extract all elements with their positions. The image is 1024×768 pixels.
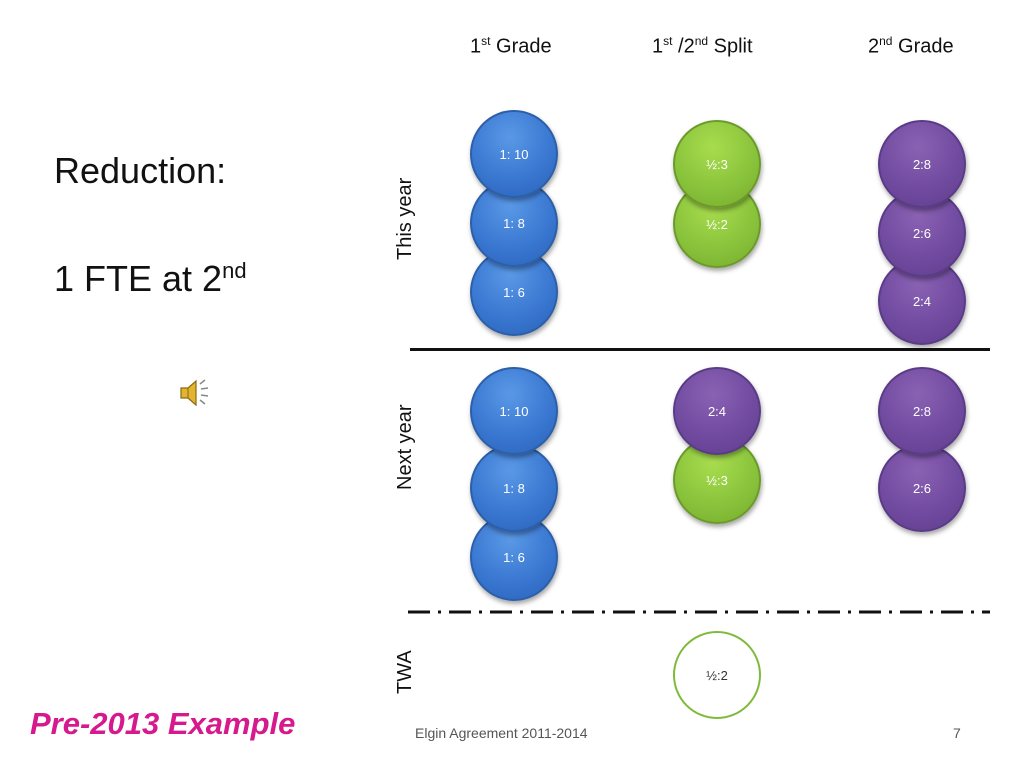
divider-solid: [410, 348, 990, 351]
title-fte-text: 1 FTE at 2: [54, 258, 223, 299]
col1-text: Grade: [490, 35, 552, 58]
col3-text: Grade: [892, 35, 954, 58]
class-circle: 2:4: [673, 367, 761, 455]
class-circle: 1: 6: [470, 513, 558, 601]
class-circle: 1: 8: [470, 444, 558, 532]
class-circle: 1: 10: [470, 110, 558, 198]
divider-dashdot: [408, 605, 990, 619]
col2-num1: 1: [652, 35, 664, 58]
twa-circle: ½:2: [673, 631, 761, 719]
col2-text: Split: [708, 35, 753, 58]
footer-example-title: Pre-2013 Example: [30, 706, 296, 741]
class-circle: ½:3: [673, 120, 761, 208]
column-header-2nd-grade: 2nd Grade: [868, 34, 954, 59]
footer-agreement: Elgin Agreement 2011-2014: [415, 725, 588, 741]
class-circle: 2:8: [878, 367, 966, 455]
col2-sup1: st: [663, 34, 673, 48]
col2-mid: /2: [672, 35, 695, 58]
col1-num: 1: [470, 35, 482, 58]
title-fte: 1 FTE at 2nd: [54, 258, 247, 300]
col1-sup: st: [481, 34, 491, 48]
class-circle: 1: 10: [470, 367, 558, 455]
title-reduction: Reduction:: [54, 150, 227, 191]
class-circle: 2:6: [878, 189, 966, 277]
speaker-icon[interactable]: [178, 376, 214, 410]
col3-num: 2: [868, 35, 880, 58]
page-number: 7: [953, 725, 961, 741]
class-circle: 2:6: [878, 444, 966, 532]
column-header-1st-grade: 1st Grade: [470, 34, 552, 59]
col3-sup: nd: [879, 34, 893, 48]
col2-sup2: nd: [694, 34, 709, 48]
class-circle: 2:8: [878, 120, 966, 208]
title-fte-sup: nd: [222, 258, 247, 283]
row-label-twa: TWA: [394, 650, 416, 694]
row-label-this-year: This year: [394, 177, 416, 260]
column-header-split: 1st /2nd Split: [652, 34, 753, 59]
row-label-next-year: Next year: [394, 404, 416, 490]
